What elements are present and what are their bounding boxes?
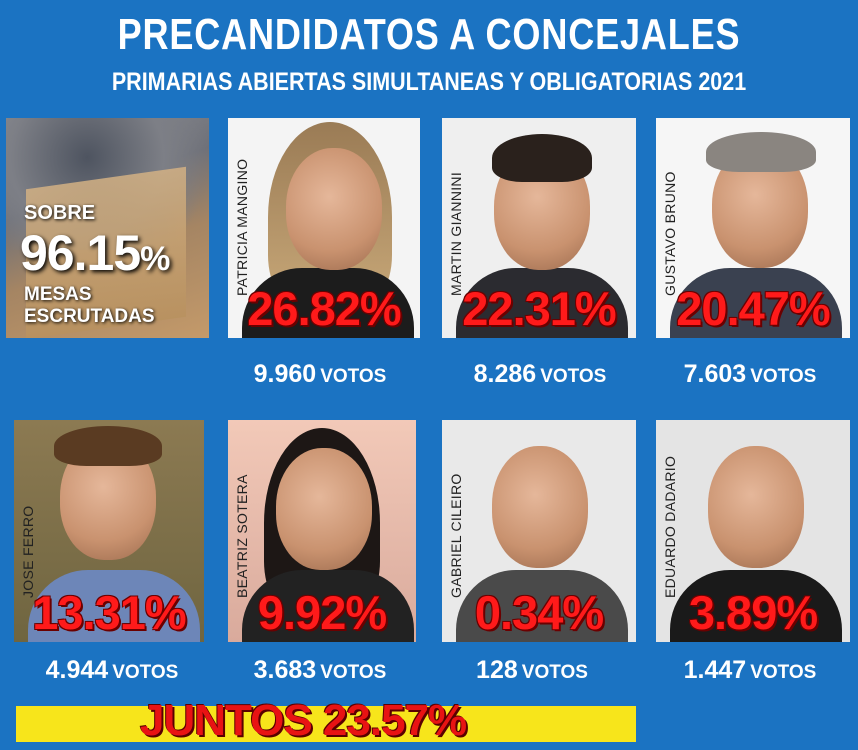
candidate-votes: 3.683 VOTOS: [220, 656, 420, 685]
votes-unit: VOTOS: [320, 366, 387, 387]
candidate-name: MARTIN GIANNINI: [448, 171, 464, 296]
candidate-card: GABRIEL CILEIRO 0.34%: [442, 420, 636, 642]
candidate-card: PATRICIA MANGINO 26.82%: [228, 118, 420, 338]
candidate-name: BEATRIZ SOTERA: [234, 474, 250, 598]
candidate-votes: 9.960 VOTOS: [220, 360, 420, 389]
candidate-percent: 20.47%: [676, 282, 830, 335]
candidate-face: [492, 446, 588, 568]
votes-number: 1.447: [683, 656, 747, 684]
scrutiny-percent-number: 96.15: [20, 225, 141, 281]
scrutiny-suffix-line1: MESAS: [24, 284, 92, 305]
votes-number: 9.960: [253, 360, 317, 388]
candidate-face: [286, 148, 382, 270]
scrutiny-suffix-line2: ESCRUTADAS: [24, 306, 155, 327]
candidate-face: [276, 448, 372, 570]
votes-unit: VOTOS: [540, 366, 607, 387]
candidate-card: JOSE FERRO 13.31%: [14, 420, 204, 642]
candidate-card: GUSTAVO BRUNO 20.47%: [656, 118, 850, 338]
votes-unit: VOTOS: [750, 366, 817, 387]
page-subtitle: PRIMARIAS ABIERTAS SIMULTANEAS Y OBLIGAT…: [111, 68, 747, 96]
candidate-name: GABRIEL CILEIRO: [448, 473, 464, 598]
candidate-votes: 1.447 VOTOS: [650, 656, 850, 685]
coalition-banner: [16, 706, 636, 742]
candidate-name: PATRICIA MANGINO: [234, 158, 250, 296]
votes-number: 128: [476, 656, 518, 684]
candidate-votes: 4.944 VOTOS: [12, 656, 212, 685]
votes-number: 4.944: [45, 656, 109, 684]
votes-unit: VOTOS: [521, 662, 588, 683]
candidate-card: MARTIN GIANNINI 22.31%: [442, 118, 636, 338]
candidate-percent: 22.31%: [462, 282, 616, 335]
candidate-face: [708, 446, 804, 568]
candidate-votes: 7.603 VOTOS: [650, 360, 850, 389]
candidate-card: EDUARDO DADARIO 3.89%: [656, 420, 850, 642]
candidate-body: [28, 570, 200, 642]
scrutiny-suffix: MESAS ESCRUTADAS: [24, 284, 155, 328]
candidate-percent: 0.34%: [474, 586, 604, 639]
candidate-body: [242, 570, 414, 642]
candidate-hair: [54, 426, 162, 466]
votes-number: 7.603: [683, 360, 747, 388]
candidate-body: [456, 570, 628, 642]
candidate-percent: 3.89%: [688, 586, 818, 639]
page-title: PRECANDIDATOS A CONCEJALES: [117, 10, 741, 59]
coalition-total: JUNTOS 23.57%: [140, 696, 467, 745]
candidate-percent: 13.31%: [32, 586, 186, 639]
scrutiny-panel: SOBRE 96.15% MESAS ESCRUTADAS: [6, 118, 209, 338]
candidate-hair: [706, 132, 816, 172]
scrutiny-prefix: SOBRE: [24, 202, 96, 224]
candidate-body: [242, 268, 414, 338]
scrutiny-percent: 96.15%: [20, 224, 170, 282]
candidate-body: [670, 268, 842, 338]
votes-unit: VOTOS: [320, 662, 387, 683]
candidate-body: [456, 268, 628, 338]
scrutiny-percent-sign: %: [140, 240, 170, 278]
candidate-hair: [492, 134, 592, 182]
candidate-body: [670, 570, 842, 642]
votes-unit: VOTOS: [750, 662, 817, 683]
candidate-votes: 128 VOTOS: [432, 656, 632, 685]
candidate-name: EDUARDO DADARIO: [662, 455, 678, 598]
votes-number: 3.683: [253, 656, 317, 684]
candidate-name: GUSTAVO BRUNO: [662, 171, 678, 296]
candidate-name: JOSE FERRO: [20, 505, 36, 598]
votes-number: 8.286: [473, 360, 537, 388]
votes-unit: VOTOS: [112, 662, 179, 683]
candidate-votes: 8.286 VOTOS: [440, 360, 640, 389]
candidate-percent: 26.82%: [247, 282, 401, 335]
candidate-percent: 9.92%: [257, 586, 387, 639]
candidate-card: BEATRIZ SOTERA 9.92%: [228, 420, 416, 642]
